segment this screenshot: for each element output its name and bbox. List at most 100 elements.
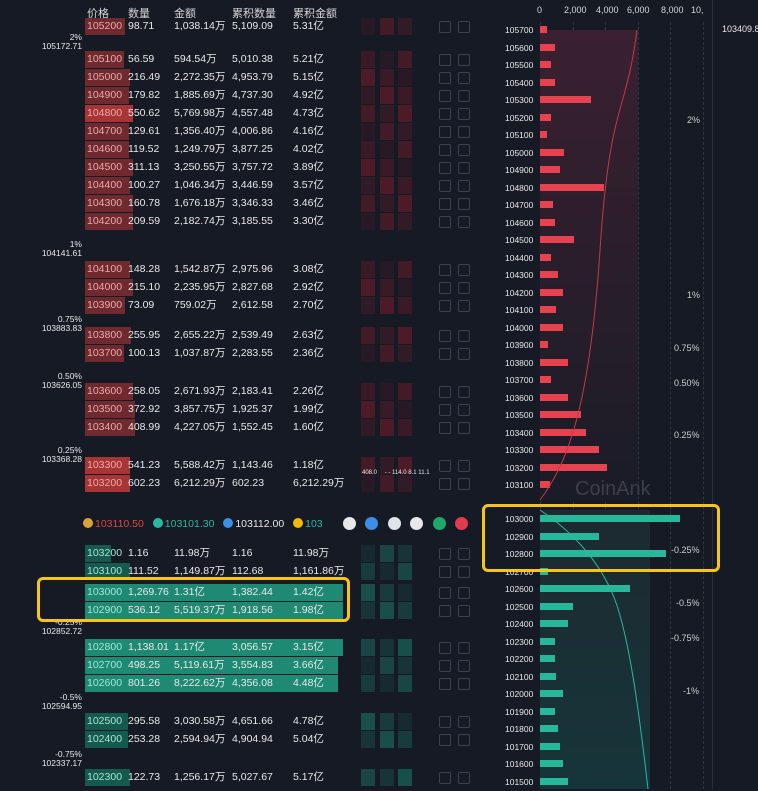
row-checkbox[interactable] (439, 300, 451, 312)
ask-row[interactable]: 104200 209.59 2,182.74万 3,185.55 3.30亿 (80, 213, 440, 230)
ask-row[interactable]: 104700 129.61 1,356.40万 4,006.86 4.16亿 (80, 123, 440, 140)
row-checkbox[interactable] (439, 404, 451, 416)
row-checkbox[interactable] (439, 108, 451, 120)
row-checkbox[interactable] (458, 72, 470, 84)
row-checkbox[interactable] (439, 144, 451, 156)
bid-row[interactable]: 103100 111.52 1,149.87万 112.68 1,161.86万 (80, 563, 440, 580)
row-checkbox[interactable] (439, 642, 451, 654)
row-checkbox[interactable] (439, 180, 451, 192)
bid-row[interactable]: 102400 253.28 2,594.94万 4,904.94 5.04亿 (80, 731, 440, 748)
hist-bid-row: 102300 (505, 634, 665, 651)
ask-row[interactable]: 104900 179.82 1,885.69万 4,737.30 4.92亿 (80, 87, 440, 104)
row-checkbox[interactable] (458, 642, 470, 654)
row-checkbox[interactable] (458, 548, 470, 560)
row-checkbox[interactable] (439, 478, 451, 490)
bid-row[interactable]: 102700 498.25 5,119.61万 3,554.83 3.66亿 (80, 657, 440, 674)
price-ticker: 103110.50 103101.30 103112.00 103 (83, 518, 323, 530)
row-checkbox[interactable] (458, 734, 470, 746)
row-checkbox[interactable] (458, 126, 470, 138)
ask-row[interactable]: 104600 119.52 1,249.79万 3,877.25 4.02亿 (80, 141, 440, 158)
ask-row[interactable]: 105100 56.59 594.54万 5,010.38 5.21亿 (80, 51, 440, 68)
row-checkbox[interactable] (439, 566, 451, 578)
row-checkbox[interactable] (439, 734, 451, 746)
row-checkbox[interactable] (458, 386, 470, 398)
row-checkbox[interactable] (458, 478, 470, 490)
row-checkbox[interactable] (439, 348, 451, 360)
ask-row[interactable]: 103600 258.05 2,671.93万 2,183.41 2.26亿 (80, 383, 440, 400)
ask-row[interactable]: 103700 100.13 1,037.87万 2,283.55 2.36亿 (80, 345, 440, 362)
ask-row[interactable]: 104100 148.28 1,542.87万 2,975.96 3.08亿 (80, 261, 440, 278)
row-checkbox[interactable] (439, 587, 451, 599)
qty-cell: 119.52 (128, 143, 160, 155)
ask-row[interactable]: 103900 73.09 759.02万 2,612.58 2.70亿 (80, 297, 440, 314)
ask-row[interactable]: 104300 160.78 1,676.18万 3,346.33 3.46亿 (80, 195, 440, 212)
bid-row[interactable]: 103000 1,269.76 1.31亿 1,382.44 1.42亿 (80, 584, 440, 601)
row-checkbox[interactable] (439, 72, 451, 84)
row-checkbox[interactable] (458, 460, 470, 472)
row-checkbox[interactable] (458, 422, 470, 434)
row-checkbox[interactable] (458, 300, 470, 312)
bid-row[interactable]: 103200 1.16 11.98万 1.16 11.98万 (80, 545, 440, 562)
row-checkbox[interactable] (439, 548, 451, 560)
bid-row[interactable]: 102500 295.58 3,030.58万 4,651.66 4.78亿 (80, 713, 440, 730)
row-checkbox[interactable] (439, 605, 451, 617)
row-checkbox[interactable] (458, 198, 470, 210)
row-checkbox[interactable] (458, 348, 470, 360)
row-checkbox[interactable] (439, 460, 451, 472)
row-checkbox[interactable] (458, 216, 470, 228)
ask-row[interactable]: 103400 408.99 4,227.05万 1,552.45 1.60亿 (80, 419, 440, 436)
ask-row[interactable]: 104500 311.13 3,250.55万 3,757.72 3.89亿 (80, 159, 440, 176)
row-checkbox[interactable] (439, 716, 451, 728)
ask-row[interactable]: 103300 541.23 5,588.42万 1,143.46 1.18亿 (80, 457, 440, 474)
row-checkbox[interactable] (458, 264, 470, 276)
row-checkbox[interactable] (439, 162, 451, 174)
percent-marker: -0.5% 102594.95 (0, 693, 82, 711)
ask-row[interactable]: 105200 98.71 1,038.14万 5,109.09 5.31亿 (80, 18, 440, 35)
bid-row[interactable]: 102800 1,138.01 1.17亿 3,056.57 3.15亿 (80, 639, 440, 656)
row-checkbox[interactable] (439, 386, 451, 398)
row-checkbox[interactable] (439, 21, 451, 33)
heat-cell (380, 18, 394, 35)
row-checkbox[interactable] (458, 587, 470, 599)
row-checkbox[interactable] (458, 282, 470, 294)
row-checkbox[interactable] (439, 90, 451, 102)
row-checkbox[interactable] (458, 330, 470, 342)
row-checkbox[interactable] (439, 54, 451, 66)
row-checkbox[interactable] (439, 216, 451, 228)
bid-row[interactable]: 102600 801.26 8,222.62万 4,356.08 4.48亿 (80, 675, 440, 692)
row-checkbox[interactable] (439, 660, 451, 672)
row-checkbox[interactable] (458, 90, 470, 102)
row-checkbox[interactable] (439, 282, 451, 294)
row-checkbox[interactable] (458, 660, 470, 672)
row-checkbox[interactable] (458, 404, 470, 416)
cum-amount-cell: 5.15亿 (293, 71, 324, 83)
row-checkbox[interactable] (458, 716, 470, 728)
ask-row[interactable]: 103800 255.95 2,655.22万 2,539.49 2.63亿 (80, 327, 440, 344)
row-checkbox[interactable] (458, 108, 470, 120)
bid-row[interactable]: 102300 122.73 1,256.17万 5,027.67 5.17亿 (80, 769, 440, 786)
ask-row[interactable]: 104800 550.62 5,769.98万 4,557.48 4.73亿 (80, 105, 440, 122)
row-checkbox[interactable] (458, 678, 470, 690)
row-checkbox[interactable] (439, 264, 451, 276)
row-checkbox[interactable] (458, 21, 470, 33)
row-checkbox[interactable] (458, 144, 470, 156)
ask-row[interactable]: 103500 372.92 3,857.75万 1,925.37 1.99亿 (80, 401, 440, 418)
row-checkbox[interactable] (439, 198, 451, 210)
row-checkbox[interactable] (439, 330, 451, 342)
row-checkbox[interactable] (458, 162, 470, 174)
ask-row[interactable]: 104400 100.27 1,046.34万 3,446.59 3.57亿 (80, 177, 440, 194)
ask-row[interactable]: 104000 215.10 2,235.95万 2,827.68 2.92亿 (80, 279, 440, 296)
row-checkbox[interactable] (458, 180, 470, 192)
ask-row[interactable]: 105000 216.49 2,272.35万 4,953.79 5.15亿 (80, 69, 440, 86)
hist-bar (540, 637, 555, 645)
row-checkbox[interactable] (458, 772, 470, 784)
row-checkbox[interactable] (439, 772, 451, 784)
row-checkbox[interactable] (439, 126, 451, 138)
row-checkbox[interactable] (439, 678, 451, 690)
row-checkbox[interactable] (458, 566, 470, 578)
row-checkbox[interactable] (458, 54, 470, 66)
row-checkbox[interactable] (458, 605, 470, 617)
ask-row[interactable]: 103200 602.23 6,212.29万 602.23 6,212.29万 (80, 475, 440, 492)
bid-row[interactable]: 102900 536.12 5,519.37万 1,918.56 1.98亿 (80, 602, 440, 619)
row-checkbox[interactable] (439, 422, 451, 434)
